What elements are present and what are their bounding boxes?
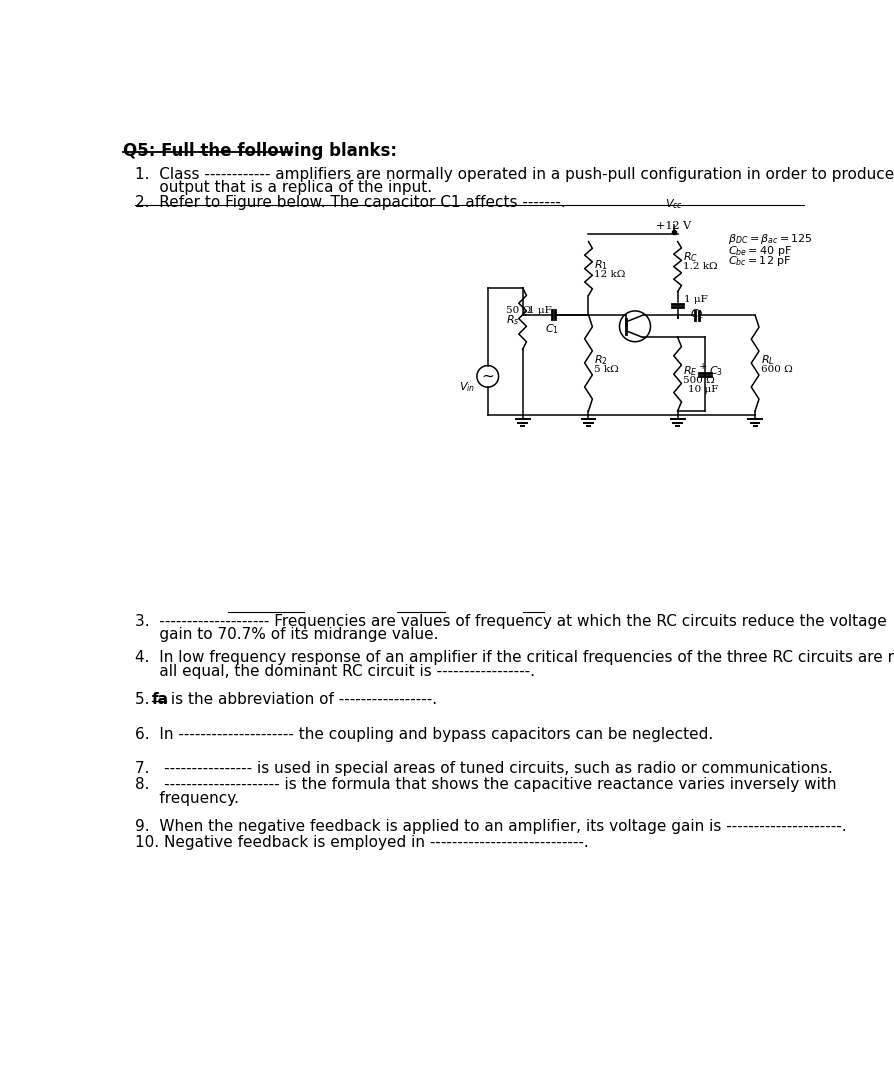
Text: $R_C$: $R_C$ <box>682 250 697 264</box>
Text: 10 μF: 10 μF <box>687 384 718 394</box>
Text: 1.  Class ------------ amplifiers are normally operated in a push-pull configura: 1. Class ------------ amplifiers are nor… <box>135 167 894 182</box>
Text: $C_{be} = 40\ \mathrm{pF}$: $C_{be} = 40\ \mathrm{pF}$ <box>727 244 791 258</box>
Text: $R_1$: $R_1$ <box>594 259 607 273</box>
Text: ~: ~ <box>481 369 493 383</box>
Text: all equal, the dominant RC circuit is -----------------.: all equal, the dominant RC circuit is --… <box>135 664 535 679</box>
Text: $C_1$: $C_1$ <box>544 323 559 336</box>
Text: 1 μF: 1 μF <box>527 305 551 314</box>
Text: 10. Negative feedback is employed in ----------------------------.: 10. Negative feedback is employed in ---… <box>135 835 588 849</box>
Text: 600 Ω: 600 Ω <box>760 365 791 374</box>
Text: $C_2$: $C_2$ <box>689 308 704 322</box>
Text: 1 μF: 1 μF <box>683 295 707 304</box>
Text: +: + <box>698 362 707 371</box>
Text: frequency.: frequency. <box>135 791 239 806</box>
Text: $C_3$: $C_3$ <box>709 364 722 378</box>
Text: $V_{cc}$: $V_{cc}$ <box>664 197 682 211</box>
Text: 50 Ω: 50 Ω <box>505 306 530 315</box>
Text: $C_{bc} = 12\ \mathrm{pF}$: $C_{bc} = 12\ \mathrm{pF}$ <box>727 253 790 268</box>
Text: 4.  In low frequency response of an amplifier if the critical frequencies of the: 4. In low frequency response of an ampli… <box>135 650 894 665</box>
Text: $\beta_{DC} = \beta_{ac} = 125$: $\beta_{DC} = \beta_{ac} = 125$ <box>727 233 812 246</box>
Text: $R_L$: $R_L$ <box>760 353 773 367</box>
Text: 5.: 5. <box>135 692 159 707</box>
Text: 8.   --------------------- is the formula that shows the capacitive reactance va: 8. --------------------- is the formula … <box>135 777 836 792</box>
Text: $R_s$: $R_s$ <box>505 313 519 327</box>
Text: $R_E$: $R_E$ <box>682 364 697 378</box>
Text: 5 kΩ: 5 kΩ <box>594 365 618 374</box>
Text: 1.2 kΩ: 1.2 kΩ <box>682 262 717 271</box>
Text: $R_2$: $R_2$ <box>594 353 607 367</box>
Text: +12 V: +12 V <box>655 221 690 231</box>
Text: 9.  When the negative feedback is applied to an amplifier, its voltage gain is -: 9. When the negative feedback is applied… <box>135 819 846 834</box>
Text: 7.   ---------------- is used in special areas of tuned circuits, such as radio : 7. ---------------- is used in special a… <box>135 761 832 777</box>
Text: output that is a replica of the input.: output that is a replica of the input. <box>135 180 432 195</box>
Text: gain to 70.7% of its midrange value.: gain to 70.7% of its midrange value. <box>135 627 438 642</box>
Text: $V_{in}$: $V_{in}$ <box>459 380 475 394</box>
Text: 2.  Refer to Figure below. The capacitor C1 affects -------.: 2. Refer to Figure below. The capacitor … <box>135 195 565 210</box>
Text: 6.  In --------------------- the coupling and bypass capacitors can be neglected: 6. In --------------------- the coupling… <box>135 727 713 742</box>
Text: 500 Ω: 500 Ω <box>682 376 714 384</box>
Text: is the abbreviation of -----------------.: is the abbreviation of -----------------… <box>166 692 437 707</box>
Text: 12 kΩ: 12 kΩ <box>594 271 625 279</box>
Text: fa: fa <box>152 692 169 707</box>
Text: 3.  -------------------- Frequencies are values of frequency at which the RC cir: 3. -------------------- Frequencies are … <box>135 614 886 628</box>
Text: Q5: Full the following blanks:: Q5: Full the following blanks: <box>123 142 397 160</box>
